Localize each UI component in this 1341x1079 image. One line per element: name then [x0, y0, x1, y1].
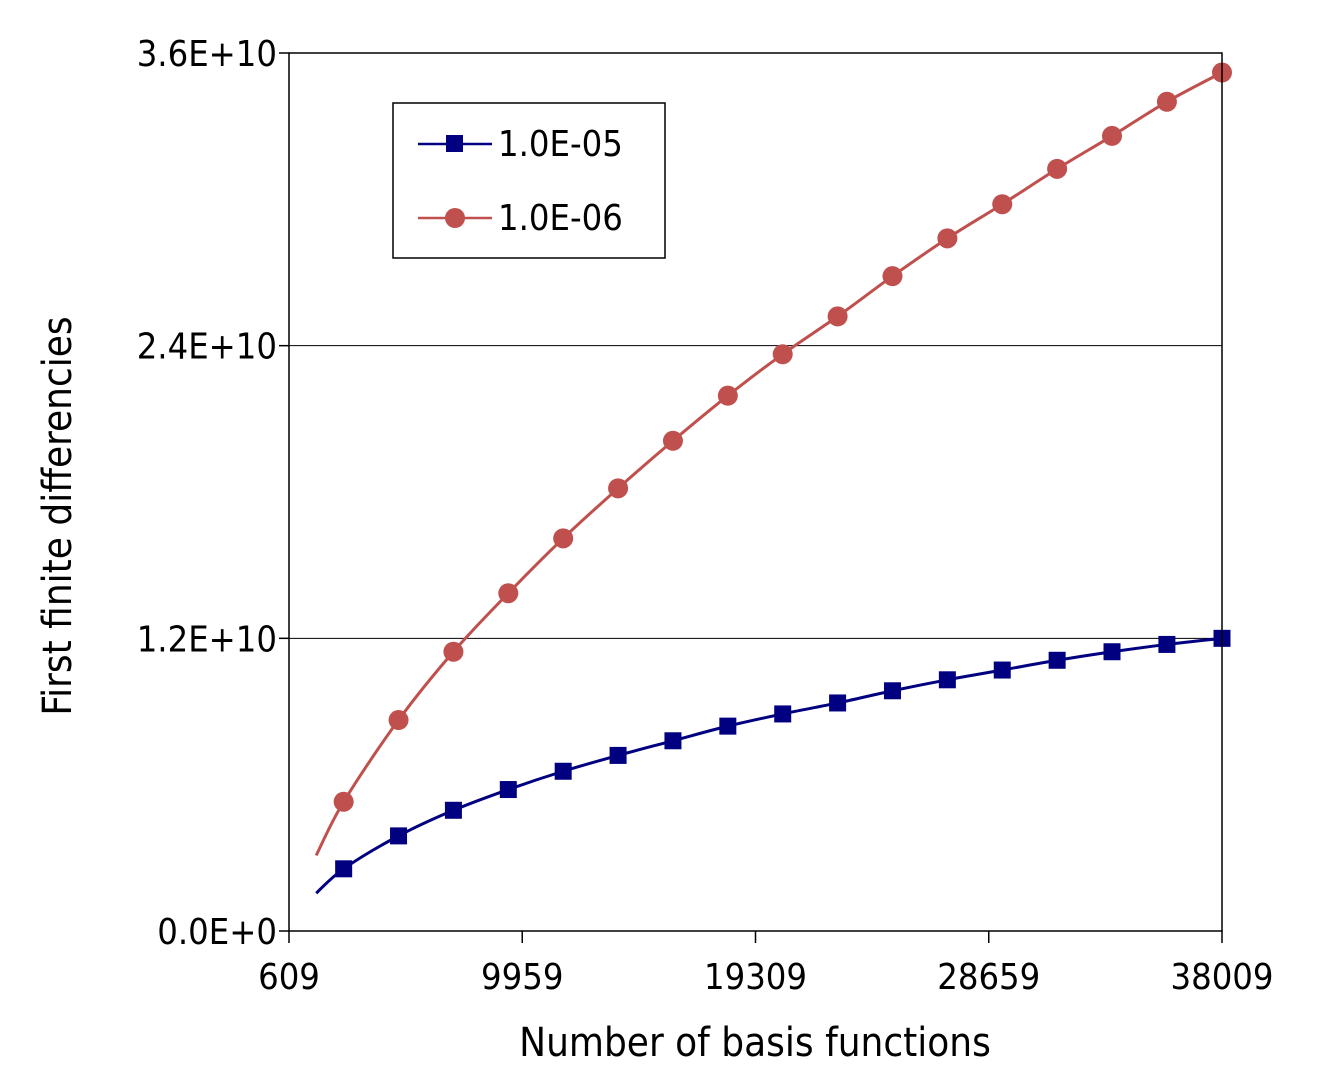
gridlines: [289, 345, 1222, 639]
data-point-square: [1103, 643, 1121, 661]
data-point-square: [719, 717, 737, 735]
legend-entry-2: 1.0E-06: [418, 198, 623, 239]
data-point-circle: [1047, 158, 1068, 179]
y-tick-label: 1.2E+10: [137, 619, 277, 660]
data-point-square: [883, 682, 901, 700]
x-tick-label: 19309: [704, 957, 807, 998]
y-tick-label: 0.0E+0: [157, 912, 277, 953]
data-point-square: [829, 694, 847, 712]
tick-labels: 0.0E+0 1.2E+10 2.4E+10 3.6E+10 609 9959 19309 2…: [137, 34, 1274, 998]
data-point-circle: [1102, 125, 1123, 146]
data-point-circle: [1156, 91, 1177, 112]
legend: 1.0E-05 1.0E-06: [392, 102, 666, 259]
legend-entry-1: 1.0E-05: [418, 124, 623, 165]
legend-square-marker: [446, 135, 463, 152]
series-line-1: [315, 636, 1223, 895]
data-point-circle: [992, 194, 1013, 215]
data-point-circle: [608, 478, 629, 499]
data-point-circle: [827, 306, 848, 327]
series-markers: [333, 62, 1232, 878]
data-point-circle: [937, 228, 958, 249]
data-point-circle: [662, 430, 683, 451]
data-point-circle: [443, 641, 464, 662]
data-point-circle: [882, 266, 903, 287]
x-tick-label: 609: [258, 957, 320, 998]
data-point-square: [938, 671, 956, 689]
legend-box: [392, 102, 666, 259]
data-point-circle: [717, 385, 738, 406]
data-point-circle: [498, 583, 519, 604]
data-point-square: [444, 801, 462, 819]
data-point-square: [1048, 651, 1066, 669]
data-point-square: [774, 705, 792, 723]
y-tick-label: 3.6E+10: [137, 34, 277, 75]
data-point-circle: [772, 344, 793, 365]
y-axis-title: First finite differencies: [35, 316, 81, 715]
y-tick-label: 2.4E+10: [137, 327, 277, 368]
x-tick-label: 38009: [1170, 957, 1273, 998]
x-axis-title: Number of basis functions: [519, 1020, 991, 1066]
axes: [279, 52, 1223, 943]
data-point-square: [390, 827, 408, 845]
x-tick-label: 9959: [481, 957, 563, 998]
legend-label-2: 1.0E-06: [498, 198, 623, 239]
data-point-square: [1158, 635, 1176, 653]
data-point-square: [664, 732, 682, 750]
data-point-circle: [333, 791, 354, 812]
data-point-square: [993, 661, 1011, 679]
legend-label-1: 1.0E-05: [498, 124, 623, 165]
data-point-square: [335, 860, 353, 878]
data-point-square: [499, 781, 517, 799]
data-point-circle: [388, 710, 409, 731]
data-point-square: [554, 762, 572, 780]
x-tick-label: 28659: [937, 957, 1040, 998]
legend-circle-marker: [445, 208, 465, 228]
data-point-square: [609, 746, 627, 764]
data-point-circle: [553, 528, 574, 549]
